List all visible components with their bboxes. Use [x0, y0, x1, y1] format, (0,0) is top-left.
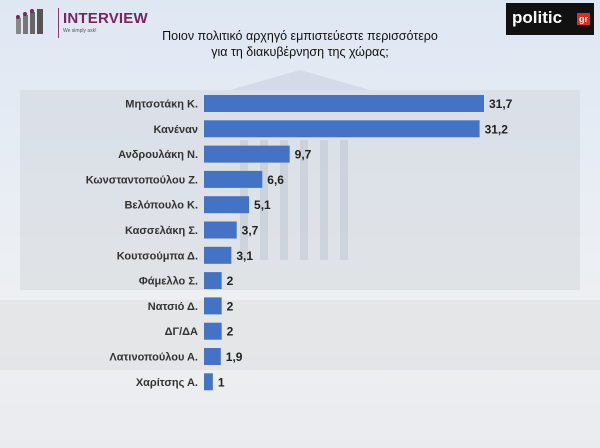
- category-label: ΔΓ/ΔΑ: [165, 326, 198, 338]
- value-label: 2: [227, 325, 234, 339]
- category-label: Κουτσούμπα Δ.: [117, 250, 198, 262]
- bar: [204, 196, 250, 214]
- category-label: Λατινοπούλου Α.: [109, 352, 198, 364]
- value-label: 31,7: [489, 97, 513, 111]
- bar: [204, 170, 263, 188]
- category-label: Βελόπουλο Κ.: [124, 200, 198, 212]
- value-label: 6,6: [267, 173, 284, 187]
- bar: [204, 95, 484, 112]
- value-label: 3,1: [236, 249, 253, 263]
- logo-tagline: We simply ask!: [63, 28, 97, 34]
- value-label: 1: [218, 375, 225, 389]
- value-label: 3,7: [242, 224, 259, 238]
- category-label: Κωνσταντοπούλου Ζ.: [86, 174, 198, 186]
- bar: [204, 322, 222, 340]
- chart-title: Ποιον πολιτικό αρχηγό εμπιστεύεστε περισ…: [140, 28, 460, 60]
- bar: [204, 272, 222, 290]
- value-label: 2: [227, 274, 234, 288]
- logo-divider: [58, 8, 59, 38]
- interview-bars-icon: [16, 9, 43, 34]
- interview-logo: INTERVIEW We simply ask!: [14, 6, 154, 38]
- value-label: 31,2: [485, 122, 509, 136]
- category-label: Μητσοτάκη Κ.: [125, 99, 198, 111]
- logo-name: INTERVIEW: [63, 10, 148, 27]
- bar: [204, 246, 232, 264]
- bar: [204, 297, 222, 315]
- title-line-2: για τη διακυβέρνηση της χώρας;: [211, 45, 389, 59]
- category-label: Χαρίτσης Α.: [136, 377, 198, 389]
- category-label: Κανέναν: [153, 124, 198, 136]
- category-label: Κασσελάκη Σ.: [125, 225, 198, 237]
- bar: [204, 373, 213, 391]
- politic-logo: politic gr: [506, 3, 594, 35]
- value-label: 1,9: [226, 350, 243, 364]
- title-line-1: Ποιον πολιτικό αρχηγό εμπιστεύεστε περισ…: [162, 29, 438, 43]
- politic-logo-name: politic: [512, 8, 563, 27]
- value-label: 9,7: [295, 148, 312, 162]
- category-label: Νατσιό Δ.: [148, 301, 198, 313]
- value-label: 2: [227, 299, 234, 313]
- category-label: Ανδρουλάκη Ν.: [118, 149, 198, 161]
- bar: [204, 348, 221, 365]
- value-label: 5,1: [254, 198, 271, 212]
- bar: [204, 120, 480, 138]
- politic-logo-suffix: gr: [577, 13, 590, 25]
- bar: [204, 221, 237, 239]
- bar: [204, 145, 290, 163]
- category-label: Φάμελλο Σ.: [139, 276, 198, 288]
